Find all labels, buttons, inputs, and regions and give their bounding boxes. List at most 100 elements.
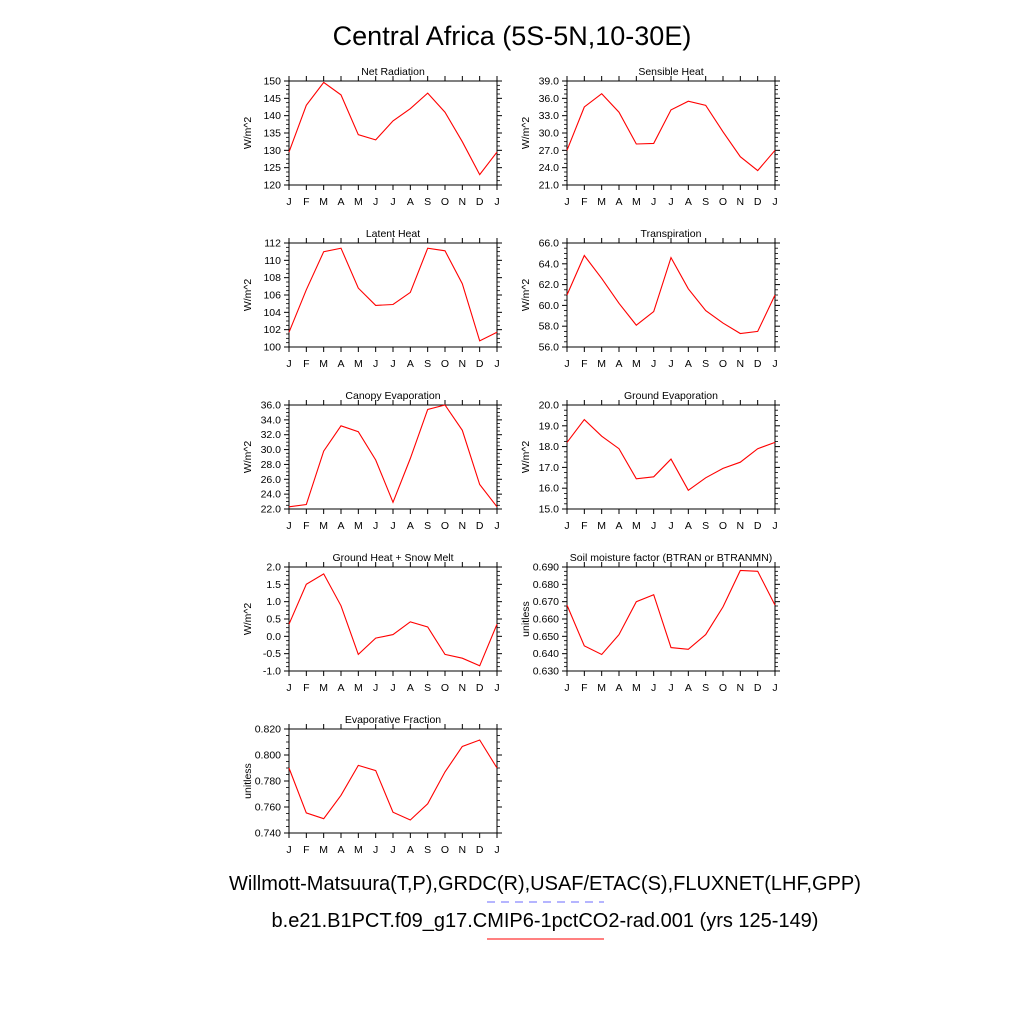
panel-title: Evaporative Fraction bbox=[345, 714, 441, 726]
x-tick-label: F bbox=[581, 682, 587, 694]
x-tick-label: N bbox=[737, 196, 745, 208]
y-tick-label: 100 bbox=[263, 342, 281, 354]
panel-4: Transpiration 56.0 58.0 60.0 62.0 64.0 66.0 W/m… bbox=[520, 228, 780, 370]
y-tick-label: 24.0 bbox=[539, 162, 560, 174]
x-tick-label: J bbox=[564, 196, 569, 208]
y-tick-label: 130 bbox=[263, 145, 281, 157]
y-tick-label: 56.0 bbox=[539, 342, 560, 354]
x-tick-label: M bbox=[354, 358, 363, 370]
x-tick-label: F bbox=[303, 196, 309, 208]
plot-frame bbox=[288, 80, 498, 186]
panel-2: Sensible Heat 21.0 24.0 27.0 30.0 33.0 36.0 39.… bbox=[520, 66, 780, 208]
y-tick-label: 0.690 bbox=[533, 562, 559, 574]
x-tick-label: A bbox=[337, 844, 344, 856]
x-tick-label: A bbox=[407, 358, 414, 370]
x-tick-label: N bbox=[459, 844, 467, 856]
y-tick-label: 0.740 bbox=[255, 828, 281, 840]
x-tick-label: F bbox=[581, 196, 587, 208]
x-tick-label: S bbox=[702, 196, 709, 208]
x-tick-label: D bbox=[476, 520, 484, 532]
x-tick-label: M bbox=[597, 520, 606, 532]
x-tick-label: D bbox=[476, 682, 484, 694]
x-tick-label: A bbox=[407, 844, 414, 856]
y-tick-label: 120 bbox=[263, 180, 281, 192]
series-line bbox=[288, 247, 498, 342]
x-tick-label: M bbox=[354, 682, 363, 694]
y-tick-label: 24.0 bbox=[261, 489, 282, 501]
x-tick-label: N bbox=[737, 682, 745, 694]
y-tick-label: 150 bbox=[263, 76, 281, 88]
y-tick-label: 108 bbox=[263, 272, 281, 284]
x-tick-label: D bbox=[476, 196, 484, 208]
x-tick-label: J bbox=[286, 196, 291, 208]
x-tick-label: A bbox=[685, 682, 692, 694]
y-tick-label: 0.0 bbox=[266, 631, 281, 643]
x-tick-label: S bbox=[424, 520, 431, 532]
y-tick-label: 20.0 bbox=[539, 400, 560, 412]
panel-6: Ground Evaporation 15.0 16.0 17.0 18.0 19.0 20… bbox=[520, 390, 780, 532]
x-tick-label: N bbox=[459, 682, 467, 694]
x-tick-label: M bbox=[632, 520, 641, 532]
x-tick-label: A bbox=[615, 520, 622, 532]
panel-title: Ground Heat + Snow Melt bbox=[332, 552, 453, 564]
x-tick-label: N bbox=[737, 520, 745, 532]
y-tick-label: 66.0 bbox=[539, 238, 560, 250]
x-tick-label: J bbox=[373, 682, 378, 694]
x-tick-label: N bbox=[737, 358, 745, 370]
series-line bbox=[566, 569, 776, 656]
x-tick-label: D bbox=[754, 682, 762, 694]
x-tick-label: D bbox=[476, 844, 484, 856]
y-tick-label: 0.650 bbox=[533, 631, 559, 643]
x-tick-label: F bbox=[303, 520, 309, 532]
x-tick-label: J bbox=[494, 520, 499, 532]
x-tick-label: D bbox=[476, 358, 484, 370]
x-tick-label: S bbox=[424, 682, 431, 694]
y-tick-label: 110 bbox=[264, 255, 281, 267]
x-tick-label: M bbox=[597, 682, 606, 694]
y-tick-label: 62.0 bbox=[539, 279, 560, 291]
panel-7: Ground Heat + Snow Melt -1.0 -0.5 0.0 0.5 1.0… bbox=[242, 552, 502, 694]
x-tick-label: J bbox=[772, 196, 777, 208]
x-tick-label: J bbox=[564, 682, 569, 694]
x-tick-label: J bbox=[494, 196, 499, 208]
y-tick-label: 36.0 bbox=[539, 93, 560, 105]
series-line bbox=[566, 254, 776, 335]
y-tick-label: 0.820 bbox=[255, 724, 281, 736]
series-line bbox=[566, 92, 776, 172]
x-tick-label: D bbox=[754, 196, 762, 208]
x-tick-label: J bbox=[668, 196, 673, 208]
x-tick-label: M bbox=[354, 520, 363, 532]
x-tick-label: A bbox=[615, 358, 622, 370]
x-tick-label: A bbox=[337, 682, 344, 694]
figure-title: Central Africa (5S-5N,10-30E) bbox=[333, 21, 692, 51]
x-tick-label: S bbox=[424, 358, 431, 370]
x-tick-label: A bbox=[337, 520, 344, 532]
panel-title: Canopy Evaporation bbox=[345, 390, 440, 402]
x-tick-label: S bbox=[424, 196, 431, 208]
x-tick-label: M bbox=[319, 682, 328, 694]
x-tick-label: J bbox=[494, 682, 499, 694]
x-tick-label: A bbox=[407, 196, 414, 208]
y-axis-label: W/m^2 bbox=[520, 441, 532, 474]
x-tick-label: J bbox=[772, 358, 777, 370]
x-tick-label: A bbox=[407, 682, 414, 694]
panels-group: Net Radiation 120 125 130 135 140 145 150 W/m^2 J… bbox=[242, 66, 780, 856]
panel-title: Ground Evaporation bbox=[624, 390, 718, 402]
x-tick-label: D bbox=[754, 358, 762, 370]
y-tick-label: 140 bbox=[263, 110, 281, 122]
y-tick-label: 0.670 bbox=[533, 596, 559, 608]
y-axis-label: W/m^2 bbox=[242, 603, 254, 636]
x-tick-label: O bbox=[719, 358, 727, 370]
x-tick-label: J bbox=[373, 358, 378, 370]
x-tick-label: J bbox=[494, 358, 499, 370]
panel-8: Soil moisture factor (BTRAN or BTRANMN) 0… bbox=[520, 552, 780, 694]
y-tick-label: 2.0 bbox=[266, 562, 281, 574]
y-tick-label: 106 bbox=[263, 290, 281, 302]
panel-1: Net Radiation 120 125 130 135 140 145 150 W/m^2 J… bbox=[242, 66, 502, 208]
panel-5: Canopy Evaporation 22.0 24.0 26.0 28.0 30.0 32… bbox=[242, 390, 502, 532]
x-tick-label: J bbox=[651, 358, 656, 370]
y-tick-label: 17.0 bbox=[539, 462, 560, 474]
y-tick-label: 104 bbox=[263, 307, 281, 319]
x-tick-label: O bbox=[441, 520, 449, 532]
